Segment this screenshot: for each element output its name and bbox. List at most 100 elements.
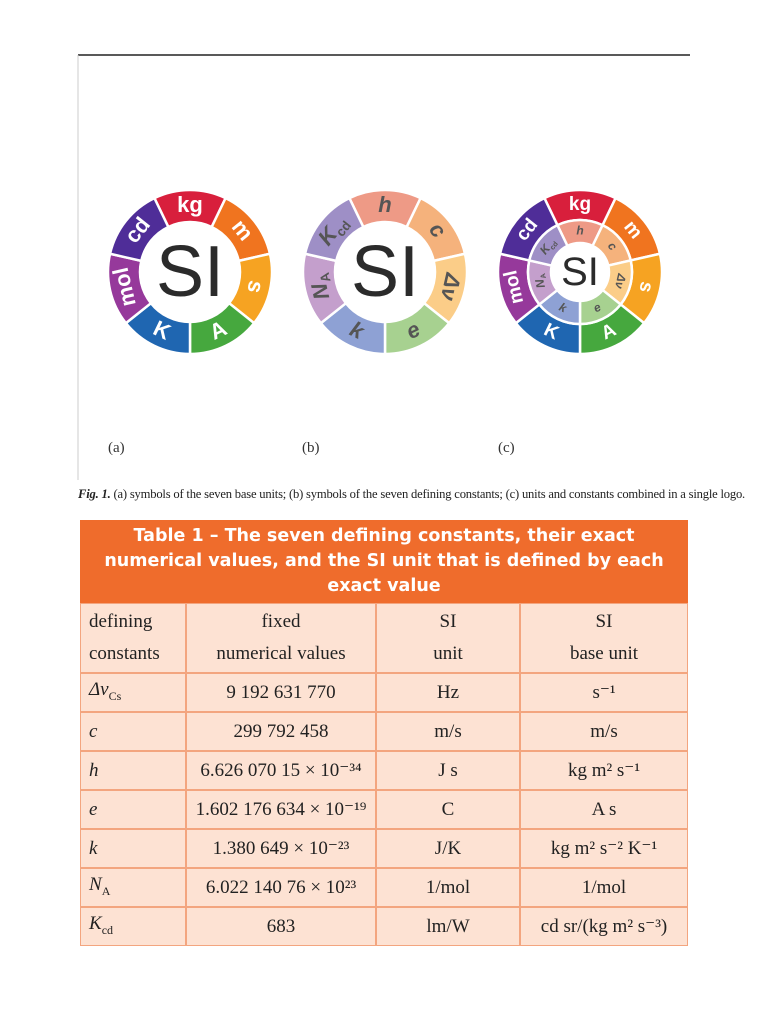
unit-cell: lm/W <box>376 907 520 946</box>
symbol: N <box>306 280 334 302</box>
symbol: c <box>89 720 98 742</box>
header-cell: SI base unit <box>520 603 688 673</box>
unit-symbol: s <box>242 278 269 296</box>
base-unit-cell: s⁻¹ <box>520 673 688 712</box>
wheel-segment <box>303 196 365 263</box>
wheel-label: kg <box>177 192 203 217</box>
value: 6.022 140 76 × 10²³ <box>205 876 357 898</box>
symbol: k <box>89 837 98 859</box>
header-line: SI <box>439 611 457 632</box>
unit-cell: J/K <box>376 829 520 868</box>
symbol-subscript: A <box>101 883 111 898</box>
value-cell: 299 792 458 <box>186 712 376 751</box>
wheel-label: Δν <box>436 270 467 304</box>
header-line: unit <box>433 643 463 664</box>
caption-text: (a) symbols of the seven base units; (b)… <box>113 487 746 501</box>
base-unit: A s <box>591 798 617 820</box>
symbol: K <box>89 912 102 934</box>
value: 299 792 458 <box>233 720 329 742</box>
header-cell: defining constants <box>80 603 186 673</box>
header-line: SI <box>595 611 613 632</box>
unit: m/s <box>434 720 462 742</box>
value-cell: 6.626 070 15 × 10⁻³⁴ <box>186 751 376 790</box>
symbol-line: NA <box>89 869 110 907</box>
base-unit: kg m² s⁻¹ <box>567 759 641 781</box>
panel-label: (c) <box>498 440 515 456</box>
symbol-cell: e <box>80 790 186 829</box>
symbol: e <box>89 798 98 820</box>
symbol-subscript: Cs <box>108 688 122 703</box>
base-unit-cell: 1/mol <box>520 868 688 907</box>
symbol-line: e <box>89 794 97 826</box>
header-line: base unit <box>569 643 639 664</box>
header-cell: fixed numerical values <box>186 603 376 673</box>
unit-cell: 1/mol <box>376 868 520 907</box>
symbol: Δν <box>612 271 629 290</box>
unit: lm/W <box>426 915 470 937</box>
unit-symbol: s <box>634 280 657 295</box>
unit-cell: m/s <box>376 712 520 751</box>
symbol: h <box>378 192 391 217</box>
table-title: Table 1 – The seven defining constants, … <box>80 520 688 603</box>
base-unit: cd sr/(kg m² s⁻³) <box>540 915 668 937</box>
header-line: constants <box>89 643 160 664</box>
logo-center: SI <box>561 250 599 294</box>
unit: Hz <box>436 681 460 703</box>
unit-cell: C <box>376 790 520 829</box>
wheel-label: kg <box>569 194 591 215</box>
base-unit-cell: A s <box>520 790 688 829</box>
header-line: defining <box>89 611 153 632</box>
unit: 1/mol <box>425 876 471 898</box>
logo-center: SI <box>351 232 419 312</box>
panel-label: (a) <box>108 440 125 456</box>
value-cell: 6.022 140 76 × 10²³ <box>186 868 376 907</box>
value-cell: 1.602 176 634 × 10⁻¹⁹ <box>186 790 376 829</box>
symbol-cell: Kcd <box>80 907 186 946</box>
symbol: h <box>89 759 99 781</box>
wheel-label: h <box>576 224 583 238</box>
symbol-line: c <box>89 716 97 748</box>
symbol-subscript: A <box>317 271 334 284</box>
symbol-cell: k <box>80 829 186 868</box>
value-cell: 9 192 631 770 <box>186 673 376 712</box>
base-unit: m/s <box>590 720 618 742</box>
wheel-label: NA <box>304 271 337 303</box>
wheel-segment <box>527 223 570 268</box>
unit: C <box>441 798 455 820</box>
symbol: N <box>532 278 548 290</box>
caption: Fig. 1. (a) symbols of the seven base un… <box>78 487 745 502</box>
base-unit: 1/mol <box>581 876 627 898</box>
value: 1.380 649 × 10⁻²³ <box>212 837 350 859</box>
symbol: Δν <box>436 270 467 304</box>
symbol-subscript: cd <box>101 922 114 937</box>
wheel-segment <box>108 196 170 263</box>
symbol-cell: NA <box>80 868 186 907</box>
unit: J s <box>438 759 458 781</box>
symbol-line: k <box>89 833 97 865</box>
unit: J/K <box>434 837 462 859</box>
wheel-label: NA <box>531 272 550 289</box>
symbol-cell: c <box>80 712 186 751</box>
header-line: numerical values <box>216 643 346 664</box>
symbol: h <box>576 224 583 238</box>
value-cell: 683 <box>186 907 376 946</box>
panel-label: (b) <box>302 440 320 456</box>
base-unit-cell: kg m² s⁻¹ <box>520 751 688 790</box>
unit-symbol: kg <box>569 194 591 215</box>
unit-symbol: kg <box>177 192 203 217</box>
base-unit-cell: kg m² s⁻² K⁻¹ <box>520 829 688 868</box>
symbol-line: ΔνCs <box>89 674 121 712</box>
base-unit: kg m² s⁻² K⁻¹ <box>550 837 658 859</box>
symbol-subscript: A <box>538 272 548 279</box>
symbol-cell: h <box>80 751 186 790</box>
value: 1.602 176 634 × 10⁻¹⁹ <box>195 798 367 820</box>
symbol: Δν <box>89 678 109 700</box>
header-cell: SI unit <box>376 603 520 673</box>
value: 683 <box>266 915 296 937</box>
wheel-label: s <box>634 280 657 295</box>
value: 6.626 070 15 × 10⁻³⁴ <box>200 759 362 781</box>
header-line: fixed <box>261 611 301 632</box>
symbol-line: Kcd <box>89 908 113 946</box>
